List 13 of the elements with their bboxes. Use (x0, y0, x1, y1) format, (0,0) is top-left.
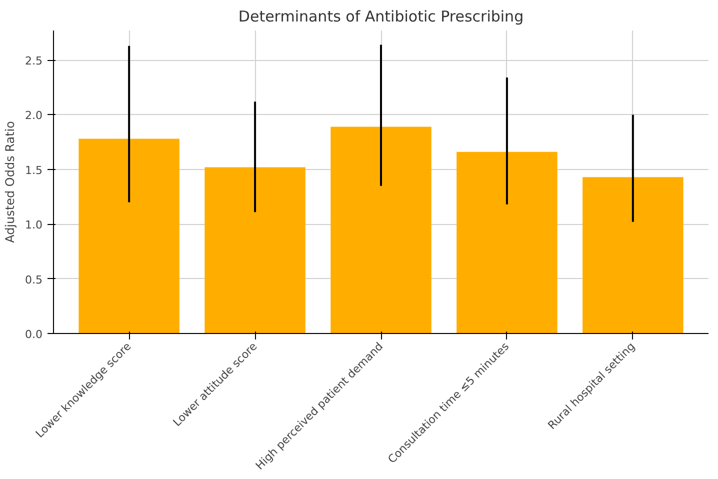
bar (456, 152, 558, 334)
y-tick-label: 0.0 (25, 328, 43, 341)
y-tick-label: 2.5 (25, 54, 43, 68)
y-tick-label: 2.0 (25, 109, 43, 122)
y-tick-label: 1.5 (25, 164, 43, 177)
bar (78, 138, 180, 334)
y-axis-title: Adjusted Odds Ratio (3, 121, 18, 243)
bar (204, 167, 306, 334)
chart-title: Determinants of Antibiotic Prescribing (238, 8, 524, 26)
y-tick-label: 1.0 (25, 218, 43, 232)
y-tick-label: 0.5 (25, 273, 43, 286)
bar (330, 126, 432, 334)
bar (582, 177, 684, 334)
